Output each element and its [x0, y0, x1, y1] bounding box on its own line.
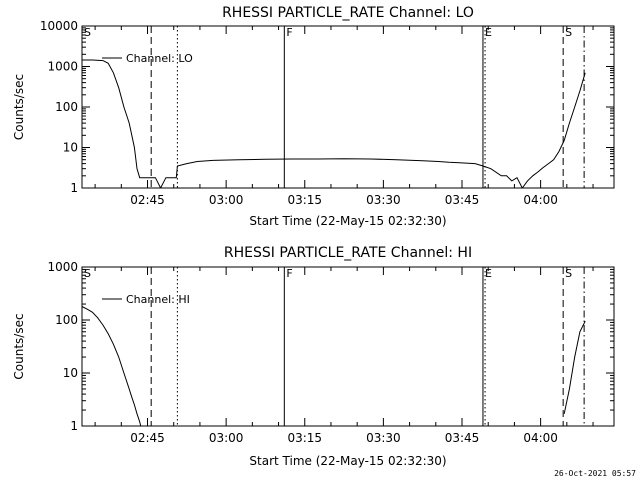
plot-frame	[81, 266, 615, 427]
x-axis-label: Start Time (22-May-15 02:32:30)	[249, 454, 446, 468]
x-axis-label: Start Time (22-May-15 02:32:30)	[249, 214, 446, 228]
x-tick-label: 03:30	[366, 193, 401, 207]
x-tick-label: 02:45	[130, 431, 165, 445]
y-tick-label: 100	[55, 100, 78, 114]
y-axis-label: Counts/sec	[12, 74, 26, 140]
x-tick-label: 03:45	[445, 193, 480, 207]
x-tick-label: 04:00	[523, 431, 558, 445]
x-tick-label: 04:00	[523, 193, 558, 207]
y-tick-label: 10	[63, 141, 78, 155]
y-tick-label: 100	[55, 313, 78, 327]
chart-title: RHESSI PARTICLE_RATE Channel: LO	[222, 5, 474, 21]
x-tick-label: 03:15	[287, 431, 322, 445]
x-tick-label: 03:00	[209, 193, 244, 207]
event-marker-label: F	[286, 26, 292, 39]
series-line	[82, 306, 142, 426]
chart-panel-2: RHESSI PARTICLE_RATE Channel: HI Start Ti…	[12, 245, 615, 468]
legend-label: Channel: LO	[126, 52, 193, 65]
y-tick-label: 1000	[47, 260, 78, 274]
y-tick-label: 1	[70, 419, 78, 433]
event-marker-label: S	[84, 267, 91, 280]
event-marker-label: S	[84, 26, 91, 39]
y-tick-label: 10000	[40, 19, 78, 33]
x-tick-label: 02:45	[130, 193, 165, 207]
x-tick-label: 03:15	[287, 193, 322, 207]
y-tick-label: 1	[70, 181, 78, 195]
event-marker-label: S	[565, 26, 572, 39]
series-line	[563, 320, 586, 414]
series-group	[82, 59, 586, 188]
plot-frame	[81, 25, 615, 189]
y-tick-label: 10	[63, 366, 78, 380]
chart-panel-1: RHESSI PARTICLE_RATE Channel: LO Start Ti…	[12, 5, 615, 228]
chart-title: RHESSI PARTICLE_RATE Channel: HI	[224, 245, 472, 261]
legend-label: Channel: HI	[126, 293, 190, 306]
x-tick-label: 03:30	[366, 431, 401, 445]
event-marker-label: F	[286, 267, 292, 280]
event-marker-label: E	[485, 267, 492, 280]
event-marker-label: E	[485, 26, 492, 39]
series-group	[82, 306, 586, 426]
timestamp-footer: 26-Oct-2021 05:57	[554, 469, 636, 478]
x-tick-label: 03:00	[209, 431, 244, 445]
y-tick-label: 1000	[47, 60, 78, 74]
series-line	[82, 59, 586, 188]
y-axis-label: Counts/sec	[12, 313, 26, 379]
x-tick-label: 03:45	[445, 431, 480, 445]
event-marker-label: S	[565, 267, 572, 280]
